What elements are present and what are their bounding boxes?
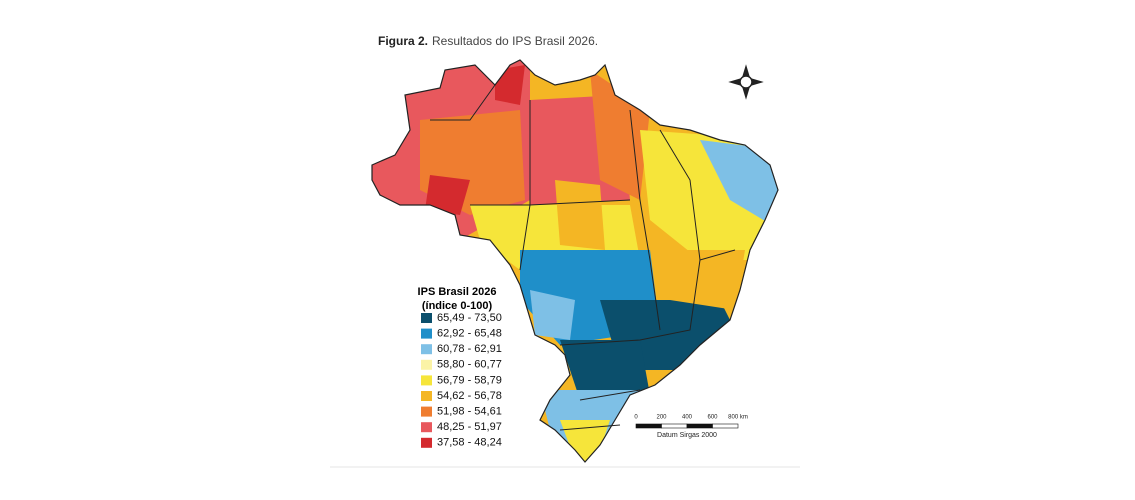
caption: Figura 2. Resultados do IPS Brasil 2026.	[378, 34, 598, 48]
caption-text: Resultados do IPS Brasil 2026.	[432, 34, 598, 48]
legend-label: 54,62 - 56,78	[437, 390, 502, 402]
legend-swatch	[421, 406, 432, 417]
caption-label: Figura 2.	[378, 34, 428, 48]
scale-segment	[635, 423, 662, 429]
state-borders	[371, 59, 779, 463]
legend-label: 37,58 - 48,24	[437, 437, 502, 449]
legend-swatch	[421, 391, 432, 401]
scale-label: 800 km	[728, 415, 748, 421]
legend-label: 62,92 - 65,48	[437, 328, 502, 340]
scale-label: 400	[682, 415, 693, 421]
legend-swatch	[421, 344, 432, 355]
legend-label: 58,80 - 60,77	[437, 359, 502, 371]
legend-label: 48,25 - 51,97	[437, 421, 502, 433]
scale-segment	[661, 423, 688, 429]
legend: IPS Brasil 2026 (índice 0-100) 65,49 - 7…	[418, 286, 502, 449]
legend-label: 60,78 - 62,91	[437, 343, 502, 355]
compass	[728, 64, 764, 100]
legend-label: 56,79 - 58,79	[437, 374, 502, 386]
scale-segment	[712, 423, 739, 429]
legend-title: IPS Brasil 2026	[418, 286, 497, 298]
scale-datum: Datum Sirgas 2000	[657, 432, 717, 439]
legend-swatch	[421, 375, 432, 386]
legend-label: 51,98 - 54,61	[437, 406, 502, 418]
legend-swatch	[421, 422, 432, 433]
legend-swatch	[421, 437, 432, 448]
scale-bar: 0 200 400 600 800 km Datum Sirgas 2000	[634, 415, 748, 439]
legend-label: 65,49 - 73,50	[437, 312, 502, 324]
scale-label: 0	[634, 415, 638, 421]
legend-subtitle: (índice 0-100)	[422, 300, 493, 312]
scale-label: 200	[656, 415, 667, 421]
legend-swatch	[421, 328, 432, 339]
scale-segment	[686, 423, 713, 429]
legend-swatch	[421, 359, 432, 370]
legend-swatch	[421, 313, 432, 323]
scale-label: 600	[707, 415, 718, 421]
